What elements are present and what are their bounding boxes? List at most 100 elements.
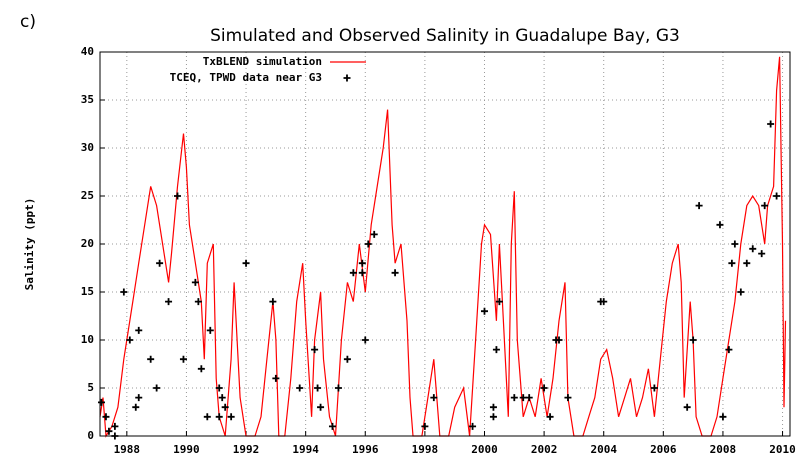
data-point	[469, 422, 477, 430]
data-point	[135, 326, 143, 334]
data-point	[492, 346, 500, 354]
data-point	[191, 278, 199, 286]
data-point	[510, 394, 518, 402]
data-point	[719, 413, 727, 421]
x-tick-label: 1996	[352, 443, 379, 456]
data-point	[361, 336, 369, 344]
legend-marker	[343, 74, 351, 82]
data-point	[689, 336, 697, 344]
data-point	[132, 403, 140, 411]
y-tick-label: 20	[81, 237, 94, 250]
data-point	[126, 336, 134, 344]
x-tick-label: 1990	[173, 443, 200, 456]
data-point	[173, 192, 181, 200]
y-tick-label: 40	[81, 45, 94, 58]
x-tick-label: 1994	[292, 443, 319, 456]
data-point	[215, 413, 223, 421]
data-point	[695, 202, 703, 210]
data-point	[334, 384, 342, 392]
data-point	[165, 298, 173, 306]
x-tick-label: 1998	[412, 443, 439, 456]
data-point	[364, 240, 372, 248]
x-tick-label: 1988	[114, 443, 141, 456]
data-point	[203, 413, 211, 421]
data-point	[737, 288, 745, 296]
data-point	[683, 403, 691, 411]
data-point	[743, 259, 751, 267]
x-tick-label: 2010	[769, 443, 796, 456]
data-point	[227, 413, 235, 421]
data-point	[221, 403, 229, 411]
y-tick-label: 25	[81, 189, 94, 202]
data-point	[317, 403, 325, 411]
data-point	[546, 413, 554, 421]
data-point	[215, 384, 223, 392]
data-point	[370, 230, 378, 238]
legend-label: TxBLEND simulation	[203, 55, 322, 68]
data-point	[540, 384, 548, 392]
data-point	[761, 202, 769, 210]
data-point	[206, 326, 214, 334]
x-tick-label: 2006	[650, 443, 677, 456]
data-point	[519, 394, 527, 402]
x-tick-label: 1992	[233, 443, 260, 456]
data-point	[296, 384, 304, 392]
legend-label: TCEQ, TPWD data near G3	[170, 71, 322, 84]
chart-title: Simulated and Observed Salinity in Guada…	[210, 26, 680, 46]
data-point	[272, 374, 280, 382]
data-point	[421, 422, 429, 430]
data-point	[311, 346, 319, 354]
data-point	[105, 427, 113, 435]
y-tick-label: 30	[81, 141, 94, 154]
data-point	[194, 298, 202, 306]
data-point	[328, 422, 336, 430]
data-point	[179, 355, 187, 363]
y-tick-label: 0	[87, 429, 94, 442]
data-point	[102, 413, 110, 421]
data-point	[358, 259, 366, 267]
panel-label: c)	[20, 12, 36, 32]
data-point	[728, 259, 736, 267]
data-point	[749, 245, 757, 253]
data-point	[197, 365, 205, 373]
data-point	[495, 298, 503, 306]
x-tick-label: 2000	[471, 443, 498, 456]
data-point	[242, 259, 250, 267]
data-point	[525, 394, 533, 402]
x-tick-label: 2008	[710, 443, 737, 456]
x-tick-label: 2004	[590, 443, 617, 456]
data-point	[97, 398, 105, 406]
data-point	[600, 298, 608, 306]
data-point	[135, 394, 143, 402]
data-point	[716, 221, 724, 229]
data-point	[120, 288, 128, 296]
data-point	[758, 250, 766, 258]
data-point	[156, 259, 164, 267]
data-point	[555, 336, 563, 344]
data-point	[111, 422, 119, 430]
y-tick-label: 15	[81, 285, 94, 298]
x-tick-label: 2002	[531, 443, 558, 456]
data-point	[153, 384, 161, 392]
y-tick-label: 10	[81, 333, 94, 346]
data-point	[480, 307, 488, 315]
data-point	[564, 394, 572, 402]
data-point	[430, 394, 438, 402]
plot-frame	[99, 51, 791, 437]
y-axis-label: Salinity (ppt)	[23, 198, 36, 291]
data-point	[489, 413, 497, 421]
data-point	[147, 355, 155, 363]
data-point	[489, 403, 497, 411]
data-point	[773, 192, 781, 200]
y-tick-label: 35	[81, 93, 94, 106]
data-point	[358, 269, 366, 277]
data-point	[731, 240, 739, 248]
data-point	[218, 394, 226, 402]
data-point	[650, 384, 658, 392]
data-point	[767, 120, 775, 128]
data-point	[349, 269, 357, 277]
y-tick-label: 5	[87, 381, 94, 394]
